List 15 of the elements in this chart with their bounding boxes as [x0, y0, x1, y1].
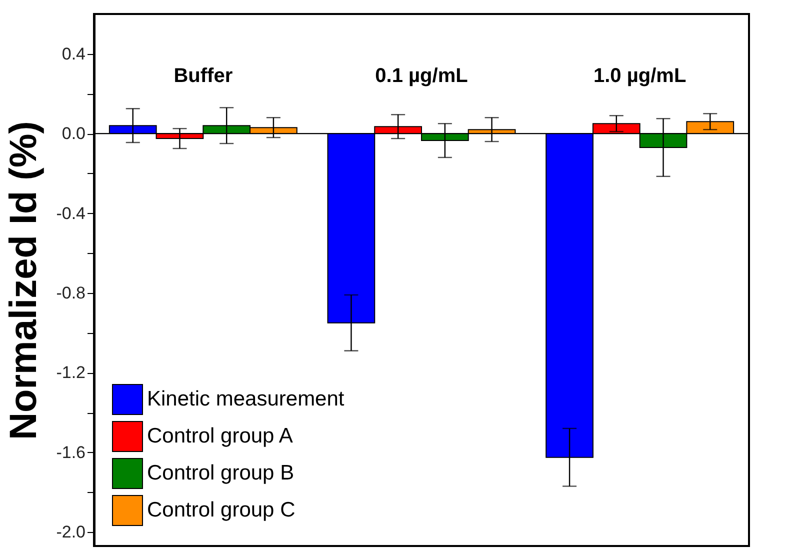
y-tick-label: 0.0: [62, 124, 86, 144]
y-axis-title: Normalized Id (%): [3, 121, 46, 440]
x-tick-label: 0.1 µg/mL: [375, 65, 468, 87]
legend-label: Control group C: [147, 498, 296, 522]
y-tick-label: -2.0: [56, 522, 86, 542]
legend-label: Control group B: [147, 462, 294, 484]
y-tick-label: -0.4: [56, 204, 86, 223]
legend-label: Kinetic measurement: [147, 388, 344, 410]
y-tick-label: -1.6: [56, 442, 86, 462]
y-tick-label: -1.2: [56, 363, 86, 382]
x-tick-label: 1.0 µg/mL: [594, 65, 686, 87]
legend-label: Control group A: [147, 424, 293, 448]
x-tick-label: Buffer: [174, 65, 233, 87]
y-tick-label: -0.8: [56, 283, 86, 302]
y-tick-label: 0.4: [62, 44, 86, 64]
